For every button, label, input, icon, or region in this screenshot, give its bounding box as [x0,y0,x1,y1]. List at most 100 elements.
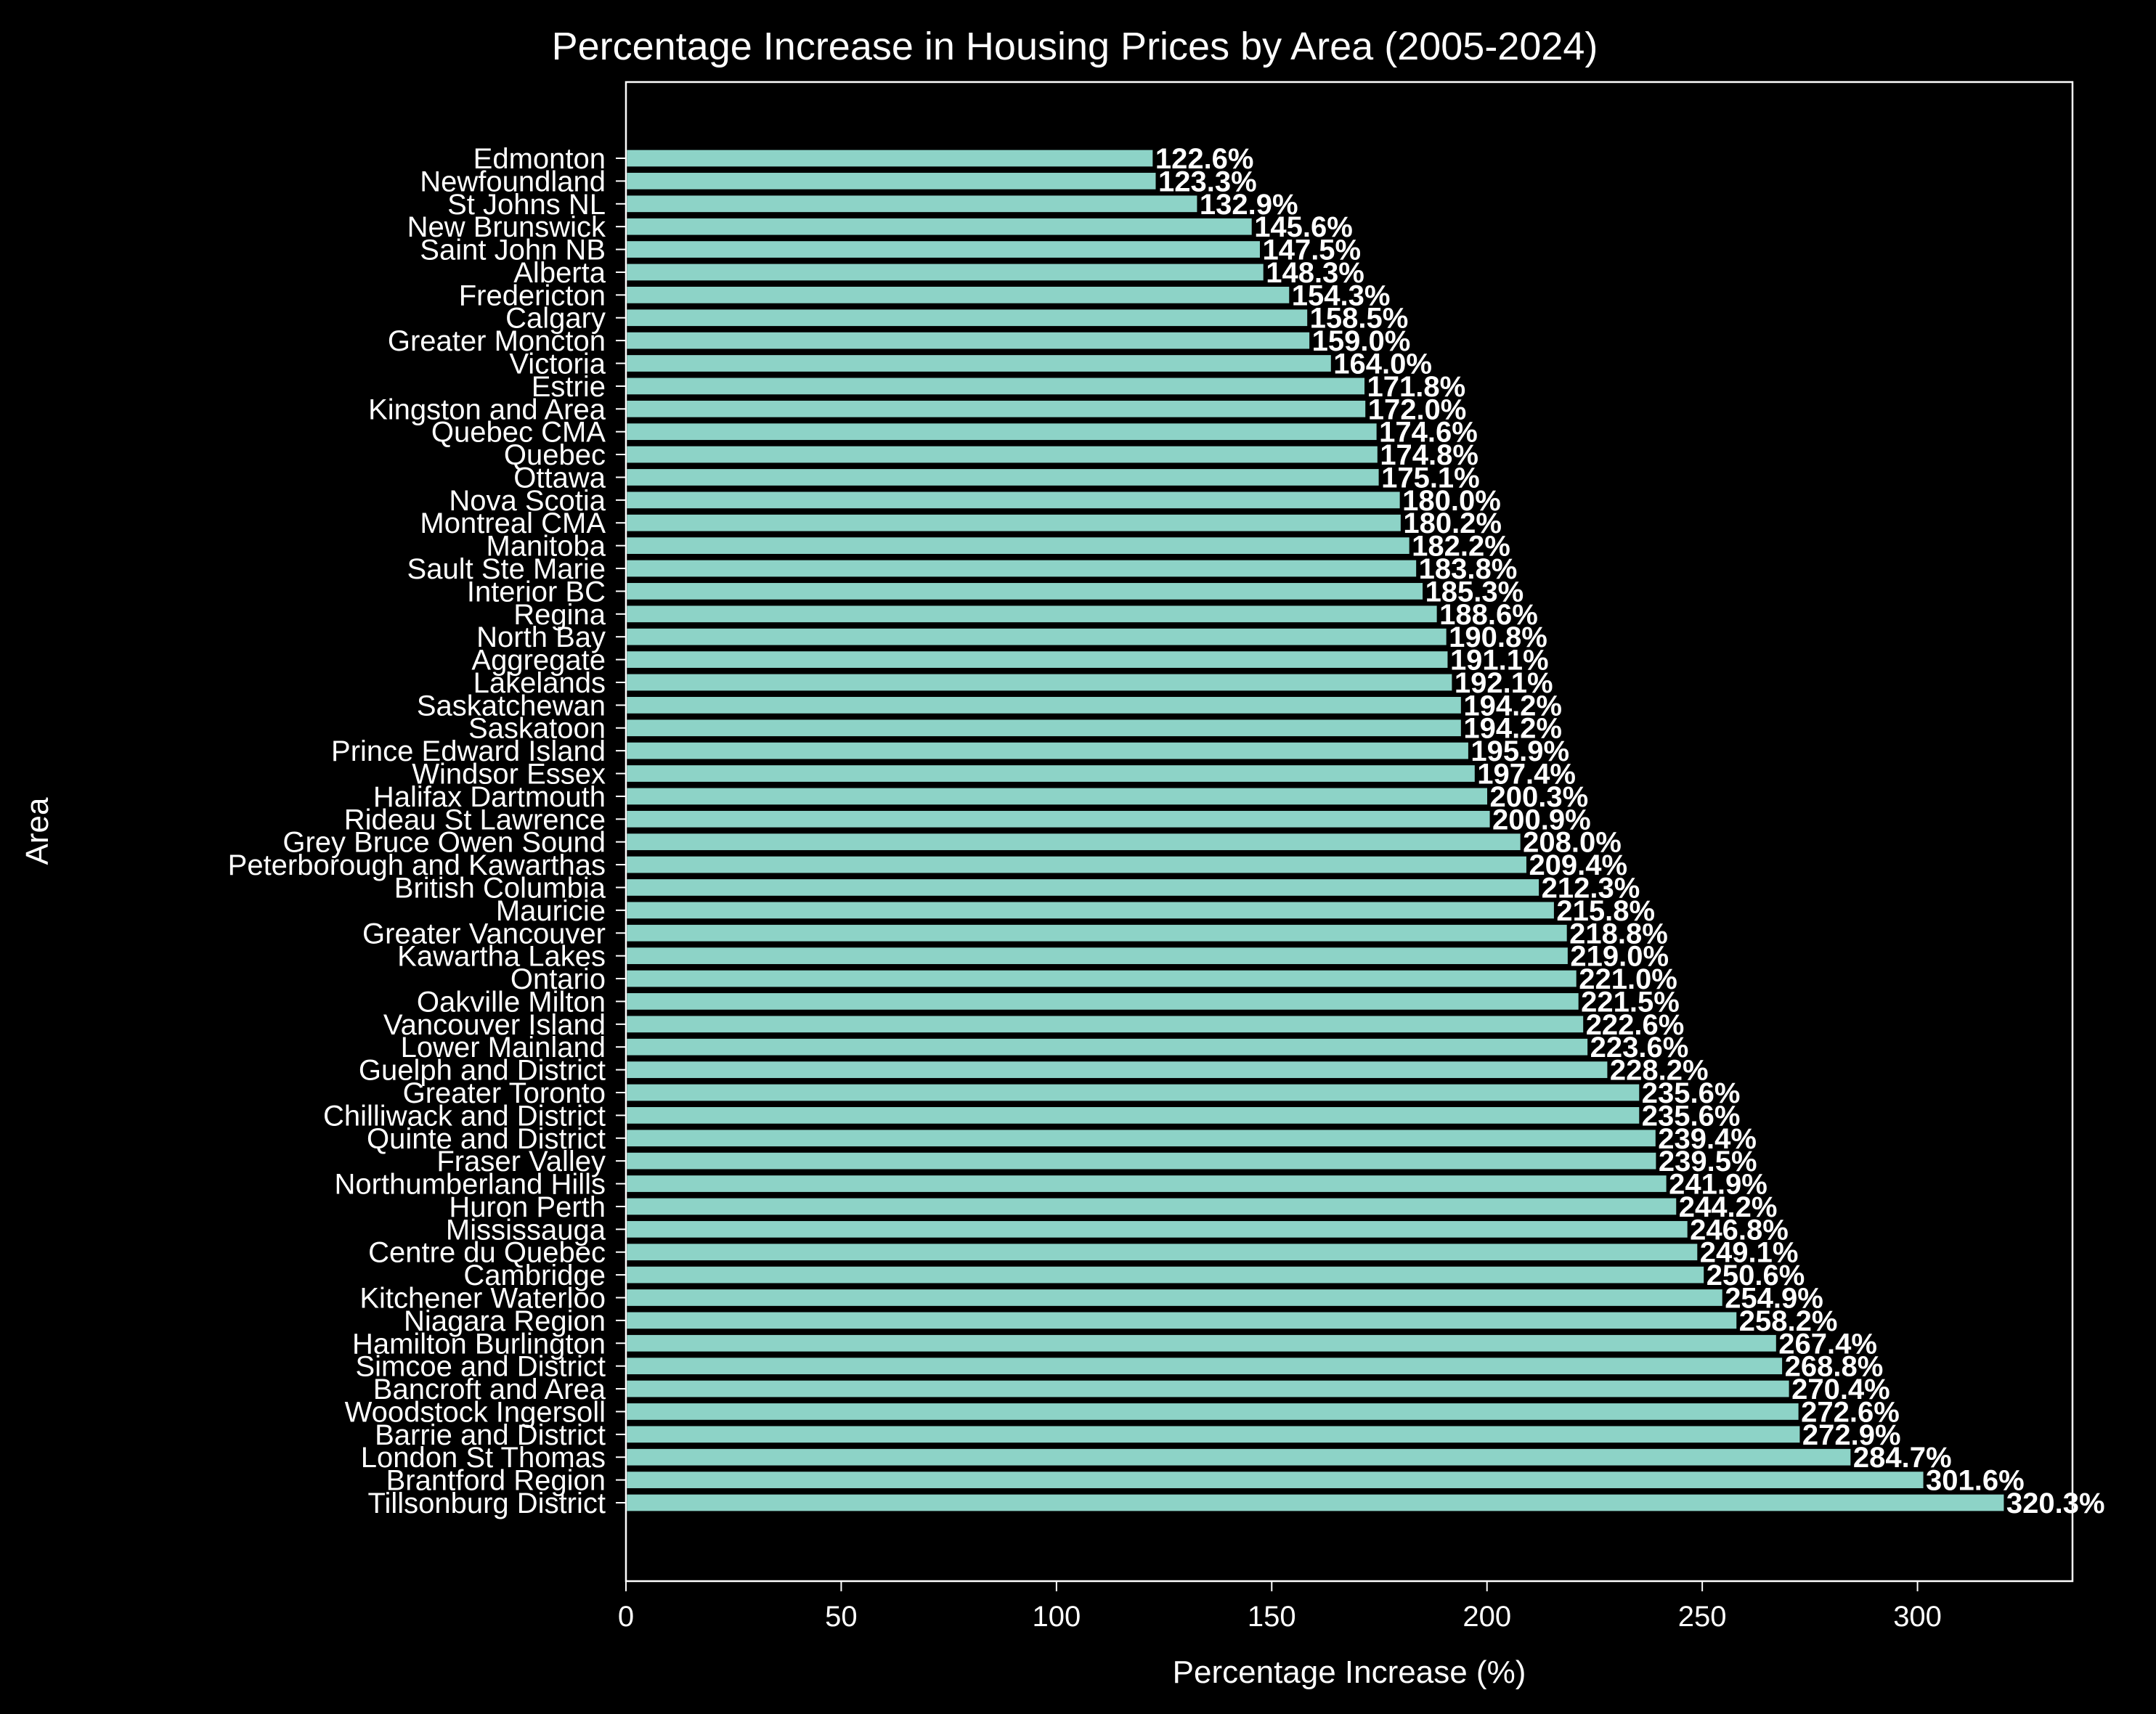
bar [625,785,1489,807]
bar [625,1218,1690,1240]
data-label: 268.8% [1785,1351,1884,1383]
bar [625,694,1463,716]
data-label: 159.0% [1312,325,1411,357]
y-tick-label: Woodstock Ingersoll [345,1396,606,1428]
y-tick-label: Quinte and District [367,1123,606,1155]
y-tick-label: Estrie [532,371,606,403]
x-axis-label: Percentage Increase (%) [1173,1654,1526,1690]
data-label: 188.6% [1439,599,1538,631]
bar [625,1424,1802,1445]
y-tick-label: Cambridge [463,1260,606,1291]
y-tick-label: Lakelands [473,667,606,699]
bar [625,284,1292,306]
data-label: 239.4% [1658,1123,1757,1155]
bar [625,945,1570,967]
bar [625,899,1556,921]
y-tick-label: North Bay [476,621,606,653]
data-label: 222.6% [1586,1009,1685,1041]
y-tick-label: Greater Moncton [388,325,606,357]
data-label: 244.2% [1679,1191,1778,1223]
bar [625,922,1569,944]
data-label: 192.1% [1455,667,1553,699]
y-tick-label: Barrie and District [375,1419,606,1451]
x-tick-label: 150 [1248,1601,1296,1633]
bar [625,672,1455,693]
data-label: 182.2% [1412,531,1510,563]
bar [625,467,1381,488]
bar [625,1378,1791,1400]
data-label: 172.0% [1368,393,1467,425]
bar [625,1469,1926,1490]
data-label: 270.4% [1791,1374,1890,1405]
y-tick-label: Saint John NB [420,234,606,266]
bar [625,717,1463,739]
y-tick-label: Montreal CMA [420,507,606,539]
x-tick-label: 100 [1032,1601,1081,1633]
data-label: 145.6% [1254,211,1353,243]
bar [625,649,1450,670]
bar [625,1127,1658,1149]
data-labels: 122.6%123.3%132.9%145.6%147.5%148.3%154.… [1155,143,2105,1519]
y-tick-label: Hamilton Burlington [352,1328,606,1360]
bar [625,603,1439,625]
y-tick-label: Northumberland Hills [335,1169,606,1201]
data-label: 249.1% [1700,1237,1799,1269]
y-tick-label: Aggregate [471,645,606,677]
bar [625,1082,1642,1103]
bar [625,877,1542,898]
bar [625,353,1333,374]
y-tick-label: Centre du Quebec [368,1237,606,1269]
y-tick-label: Calgary [505,303,606,335]
data-label: 123.3% [1158,166,1257,197]
data-label: 174.6% [1379,417,1478,449]
bar [625,307,1310,329]
data-label: 180.2% [1403,507,1502,539]
bar [625,968,1579,989]
data-label: 212.3% [1542,872,1640,904]
y-tick-label: Quebec [504,439,606,471]
data-label: 191.1% [1450,645,1549,677]
bar [625,171,1158,192]
x-tick-label: 0 [618,1601,634,1633]
bar [625,1241,1700,1263]
y-tick-label: New Brunswick [407,211,606,243]
data-label: 235.6% [1642,1100,1741,1132]
x-tick-label: 200 [1463,1601,1511,1633]
y-tick-label: Grey Bruce Owen Sound [282,827,606,859]
y-tick-label: Saskatoon [468,713,606,745]
bar [625,854,1529,876]
data-label: 267.4% [1778,1328,1877,1360]
data-label: 132.9% [1200,189,1298,221]
y-tick-label: Kingston and Area [368,393,606,425]
chart-title: Percentage Increase in Housing Prices by… [552,25,1598,68]
data-label: 194.2% [1463,690,1562,722]
data-label: 197.4% [1477,759,1576,791]
y-tick-label: Rideau St Lawrence [344,804,606,836]
bar [625,512,1403,534]
y-tick-label: Saskatchewan [417,690,606,722]
y-tick-label: Regina [513,599,606,631]
bar [625,1013,1586,1035]
y-tick-label: Chilliwack and District [323,1100,606,1132]
bar [625,1310,1739,1331]
bar [625,1173,1669,1194]
y-tick-label: Nova Scotia [449,485,606,517]
data-label: 239.5% [1659,1146,1757,1178]
bar [625,991,1581,1012]
data-label: 171.8% [1367,371,1466,403]
data-label: 195.9% [1470,735,1569,767]
y-tick-label: Kawartha Lakes [397,941,606,973]
y-tick-label: Quebec CMA [431,417,606,449]
y-tick-label: St Johns NL [447,189,606,221]
y-tick-label: Mississauga [446,1214,606,1246]
y-tick-label: Edmonton [473,143,606,175]
bar [625,1196,1679,1217]
data-label: 200.9% [1492,804,1591,836]
bar [625,626,1449,648]
bar [625,1492,2006,1514]
data-label: 190.8% [1449,621,1547,653]
axes-frame [625,81,2074,1583]
x-tick-label: 300 [1893,1601,1942,1633]
bar [625,831,1523,853]
